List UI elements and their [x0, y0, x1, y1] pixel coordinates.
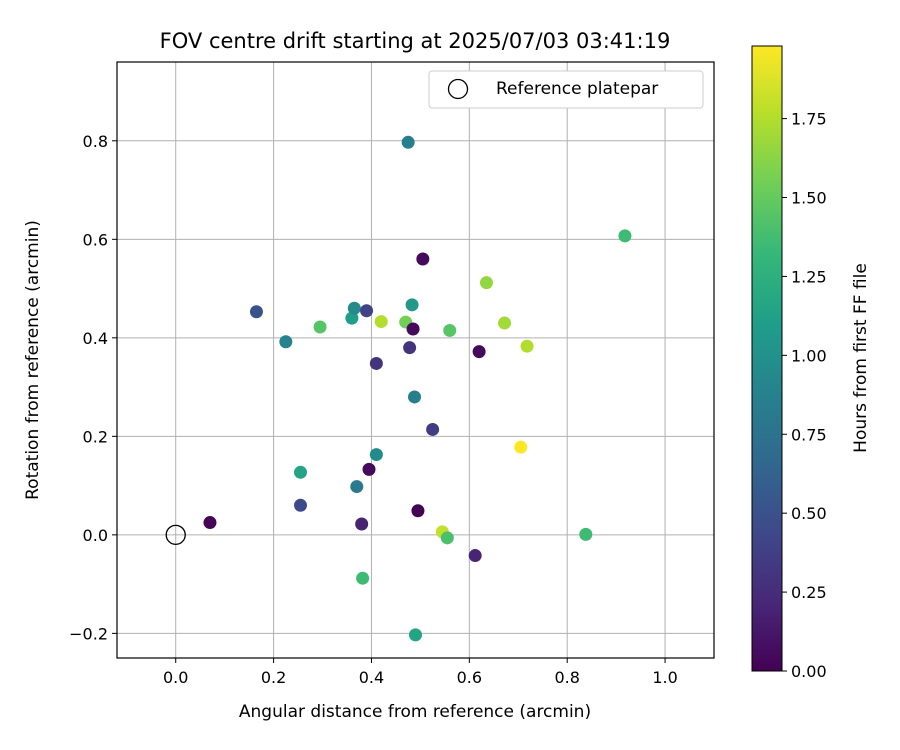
x-tick-label: 0.0 — [163, 668, 188, 687]
y-axis-ticks: −0.2 0.0 0.2 0.4 0.6 0.8 — [69, 132, 117, 643]
grid — [117, 62, 714, 658]
data-point — [360, 304, 374, 318]
chart-title: FOV centre drift starting at 2025/07/03 … — [160, 29, 671, 53]
data-point — [618, 229, 632, 243]
data-point — [514, 440, 528, 454]
legend: Reference platepar — [428, 70, 704, 109]
colorbar-tick-label: 0.50 — [791, 504, 827, 523]
x-tick-label: 0.6 — [457, 668, 482, 687]
y-tick-label: 0.0 — [83, 526, 108, 545]
x-tick-label: 0.4 — [359, 668, 384, 687]
data-point — [468, 549, 482, 563]
colorbar-tick-label: 0.25 — [791, 583, 827, 602]
data-point — [498, 316, 512, 330]
x-axis-label: Angular distance from reference (arcmin) — [239, 702, 591, 722]
data-point — [249, 305, 263, 319]
data-point — [411, 504, 425, 518]
y-tick-label: 0.2 — [83, 427, 108, 446]
colorbar-tick-label: 0.75 — [791, 425, 827, 444]
data-point — [347, 301, 361, 315]
data-point — [520, 339, 534, 353]
legend-marker — [447, 78, 469, 100]
data-point — [408, 390, 422, 404]
colorbar-tick-label: 0.00 — [791, 662, 827, 681]
data-point — [426, 422, 440, 436]
data-point — [443, 323, 457, 337]
y-axis-label: Rotation from reference (arcmin) — [23, 220, 43, 500]
data-point — [203, 516, 217, 530]
reference-marker-layer — [165, 524, 186, 546]
data-point — [416, 252, 430, 266]
legend-label: Reference platepar — [496, 79, 658, 99]
legend-box — [428, 70, 704, 109]
y-tick-label: 0.8 — [83, 132, 108, 151]
data-point — [345, 311, 359, 325]
data-point — [313, 320, 327, 334]
colorbar-label: Hours from first FF file — [851, 263, 871, 453]
colorbar-tick-label: 1.25 — [791, 267, 827, 286]
data-point — [403, 341, 417, 355]
data-point — [406, 322, 420, 336]
data-point — [579, 527, 593, 541]
data-point — [440, 531, 454, 545]
x-tick-label: 1.0 — [652, 668, 677, 687]
x-tick-label: 0.2 — [261, 668, 286, 687]
data-point — [294, 465, 308, 479]
data-point — [279, 335, 293, 349]
data-point — [374, 315, 388, 329]
y-tick-label: 0.6 — [83, 230, 108, 249]
data-point — [294, 498, 308, 512]
data-point — [369, 356, 383, 370]
data-point — [401, 135, 415, 149]
data-point — [356, 571, 370, 585]
data-point — [362, 462, 376, 476]
data-point — [409, 628, 422, 642]
data-point — [479, 276, 493, 290]
y-tick-label: 0.4 — [83, 329, 108, 348]
plot-area-frame — [116, 61, 715, 659]
colorbar-tick-label: 1.75 — [791, 110, 827, 129]
colorbar-gradient — [751, 45, 783, 672]
data-point — [350, 480, 364, 494]
reference-platepar-marker — [165, 524, 186, 546]
colorbar-ticks: 0.00 0.25 0.50 0.75 1.00 1.25 1.50 1.75 — [782, 110, 827, 681]
scatter-points — [203, 135, 632, 642]
data-point — [355, 517, 369, 531]
colorbar-tick-label: 1.00 — [791, 346, 827, 365]
x-axis-ticks: 0.0 0.2 0.4 0.6 0.8 1.0 — [163, 658, 678, 687]
x-tick-label: 0.8 — [554, 668, 579, 687]
y-tick-label: −0.2 — [69, 624, 108, 643]
data-point — [405, 298, 419, 312]
colorbar-tick-label: 1.50 — [791, 189, 827, 208]
colorbar: 0.00 0.25 0.50 0.75 1.00 1.25 1.50 1.75 Hours f… — [751, 45, 871, 681]
data-point — [472, 345, 486, 359]
data-point — [369, 448, 383, 462]
